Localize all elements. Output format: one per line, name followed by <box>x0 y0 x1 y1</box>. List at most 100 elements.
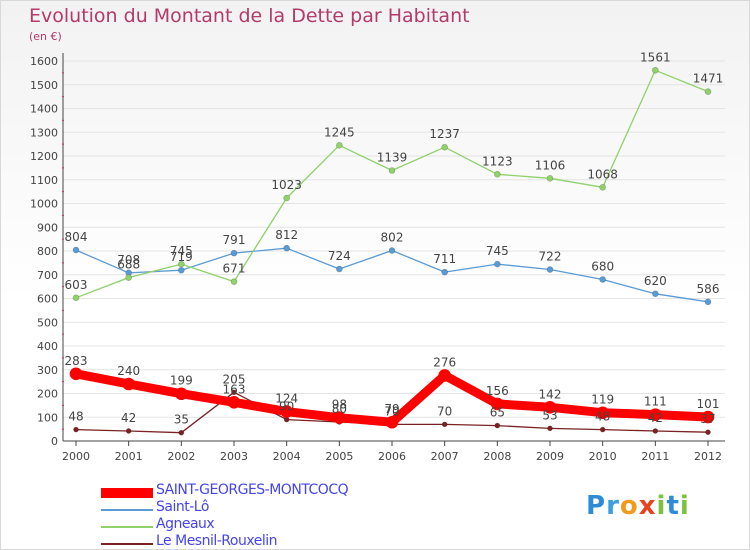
series-point-0 <box>596 406 609 420</box>
data-label: 680 <box>591 260 614 274</box>
series-point-2 <box>546 175 554 182</box>
series-point-3 <box>73 426 79 433</box>
data-label: 1139 <box>377 150 408 164</box>
series-point-2 <box>336 142 343 149</box>
data-label: 240 <box>117 364 140 378</box>
y-tick-label: 1500 <box>30 79 58 92</box>
series-point-0 <box>385 415 399 429</box>
legend-swatch <box>101 509 153 511</box>
data-label: 142 <box>539 387 562 401</box>
data-label: 90 <box>279 400 294 414</box>
x-tick-label: 2010 <box>589 450 617 463</box>
y-axis-ticks: 0 100 200 300 400 500 600 700 800 900 1000 1100 1200… <box>30 55 64 448</box>
series-point-3 <box>283 416 290 423</box>
y-tick-label: 600 <box>37 293 58 306</box>
data-label: 671 <box>223 262 246 276</box>
logo-letter: o <box>619 491 639 521</box>
series-group <box>69 66 715 436</box>
series-point-2 <box>125 274 132 281</box>
series-point-2 <box>652 66 659 74</box>
legend-label: SAINT-GEORGES-MONTCOCQ <box>156 482 349 498</box>
series-point-2 <box>388 167 396 174</box>
series-point-0 <box>280 405 293 418</box>
series-point-3 <box>125 428 132 434</box>
series-point-1 <box>546 266 554 273</box>
logo-letter: i <box>656 491 667 521</box>
proxiti-logo: Proxiti <box>586 491 690 521</box>
data-label: 804 <box>65 230 88 244</box>
series-point-3 <box>705 429 711 436</box>
series-point-3 <box>547 425 553 432</box>
legend-swatch <box>101 488 153 498</box>
x-tick-label: 2001 <box>115 450 143 463</box>
series-point-2 <box>599 184 606 191</box>
data-label: 802 <box>381 231 404 245</box>
data-label: 745 <box>486 244 509 258</box>
series-point-0 <box>438 369 451 382</box>
series-point-0 <box>491 397 504 411</box>
series-point-3 <box>494 422 501 429</box>
series-point-0 <box>175 387 188 401</box>
y-tick-label: 1300 <box>30 126 58 139</box>
data-label: 1123 <box>482 154 513 168</box>
data-label: 283 <box>65 354 88 368</box>
data-label: 53 <box>542 408 557 422</box>
series-point-1 <box>652 290 659 298</box>
legend-label: Agneaux <box>156 516 215 532</box>
y-tick-label: 800 <box>37 245 58 258</box>
x-tick-label: 2007 <box>431 450 459 463</box>
series-point-2 <box>704 88 712 95</box>
x-tick-label: 2000 <box>62 450 90 463</box>
legend-label: Saint-Lô <box>156 499 209 515</box>
y-tick-label: 1000 <box>30 198 58 211</box>
y-tick-label: 900 <box>37 221 58 234</box>
data-label: 35 <box>174 413 189 427</box>
series-point-0 <box>227 395 241 409</box>
series-point-1 <box>336 265 343 273</box>
y-tick-label: 1600 <box>30 55 58 68</box>
data-label: 37 <box>700 412 715 426</box>
y-tick-label: 1100 <box>30 174 58 187</box>
data-label: 48 <box>68 410 83 424</box>
data-label: 70 <box>437 404 452 418</box>
series-point-2 <box>230 278 238 285</box>
y-tick-label: 100 <box>37 411 58 424</box>
data-label: 708 <box>117 253 140 267</box>
data-label: 1561 <box>640 50 671 64</box>
data-label: 42 <box>121 411 136 425</box>
data-label: 65 <box>490 406 505 420</box>
series-point-1 <box>72 246 80 254</box>
legend-label: Le Mesnil-Rouxelin <box>156 533 277 549</box>
series-point-1 <box>704 298 712 306</box>
chart-title: Evolution du Montant de la Dette par Hab… <box>29 5 470 27</box>
series-point-1 <box>494 260 501 268</box>
x-tick-label: 2006 <box>378 450 406 463</box>
logo-letter: t <box>666 491 680 521</box>
data-label: 722 <box>539 250 562 264</box>
series-point-3 <box>441 421 448 428</box>
x-tick-label: 2008 <box>483 450 511 463</box>
data-label: 812 <box>275 228 298 242</box>
series-point-0 <box>69 367 83 381</box>
y-tick-label: 0 <box>51 435 58 448</box>
legend-swatch <box>101 526 153 528</box>
series-point-0 <box>333 411 346 425</box>
data-label: 1068 <box>587 167 618 181</box>
data-label: 719 <box>170 250 193 264</box>
data-label: 620 <box>644 274 667 288</box>
data-label: 603 <box>65 278 88 292</box>
series-point-2 <box>494 170 501 178</box>
y-tick-label: 1200 <box>30 150 58 163</box>
data-label: 1023 <box>271 178 302 192</box>
series-point-1 <box>441 268 448 276</box>
data-label: 586 <box>697 282 720 296</box>
data-label: 1237 <box>429 127 460 141</box>
series-point-1 <box>230 249 238 257</box>
x-tick-label: 2009 <box>536 450 564 463</box>
x-tick-label: 2004 <box>273 450 301 463</box>
data-label: 70 <box>384 404 399 418</box>
x-tick-label: 2002 <box>167 450 195 463</box>
